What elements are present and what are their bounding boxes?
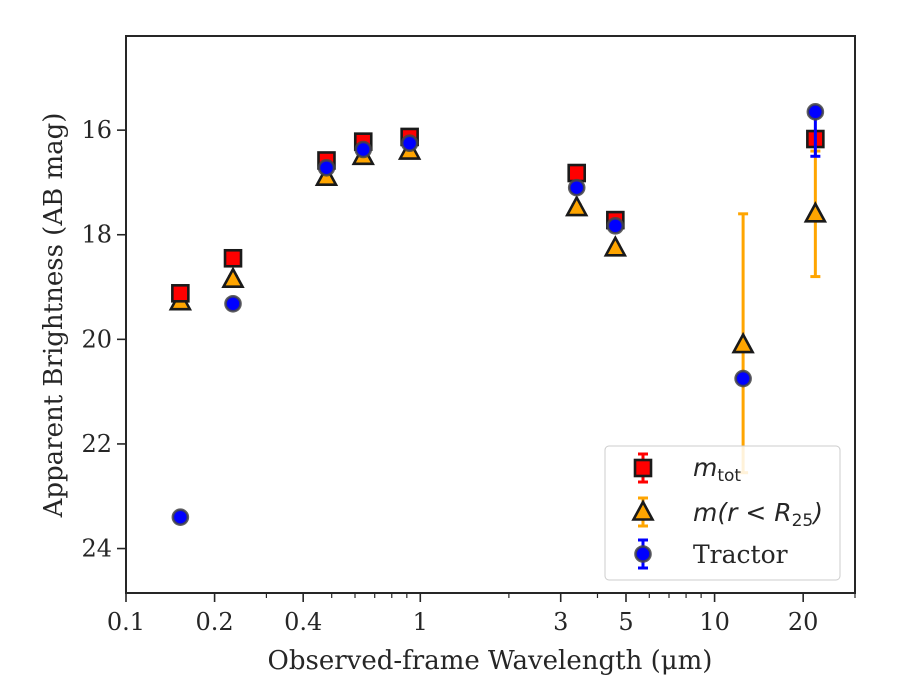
data-point-circle [567,178,586,197]
y-tick-label: 20 [81,325,112,353]
legend: mtot m(r < R25) Tractor [604,445,841,581]
y-tick-label: 22 [81,430,112,458]
y-tick-label: 18 [81,221,112,249]
y-axis-ticks: 16 18 20 22 24 [81,116,126,563]
data-point-square [223,248,243,268]
x-tick-label: 5 [618,608,633,636]
plot-marks [168,103,828,526]
x-tick-label: 10 [699,608,730,636]
x-tick-label: 1 [413,608,428,636]
data-point-triangle [731,331,755,354]
y-tick-label: 24 [81,535,112,563]
x-tick-label: 3 [553,608,568,636]
data-point-circle [317,158,336,177]
y-axis-label: Apparent Brightness (AB mag) [39,113,69,519]
legend-marker-square [633,458,653,478]
series-circle [171,103,825,526]
legend-symbols [631,452,655,570]
legend-marker-triangle [631,499,655,521]
data-point-square [567,163,587,183]
legend-box [604,445,841,581]
data-point-triangle [221,266,245,288]
x-axis-ticks: 0.1 0.2 0.4 1 3 5 10 20 [107,593,856,636]
legend-label-tractor: Tractor [693,540,788,569]
data-point-triangle [603,235,628,257]
plot-frame [125,35,856,594]
data-point-triangle [803,201,828,223]
series-square [171,127,825,303]
data-point-circle [806,103,825,121]
x-tick-label: 0.4 [284,608,322,636]
x-tick-label: 20 [788,608,819,636]
data-point-circle [171,508,190,526]
data-point-circle [734,369,752,388]
data-point-circle [606,217,625,235]
data-point-circle [400,134,419,153]
legend-marker-circle [634,545,652,563]
data-point-square [171,284,190,303]
x-axis-label: Observed-frame Wavelength (μm) [268,646,713,676]
data-point-circle [354,140,373,159]
data-point-triangle [565,194,589,217]
x-tick-label: 0.1 [107,608,145,636]
series-triangle [168,138,828,475]
legend-label-mtot: mtot [693,453,741,486]
data-point-circle [224,294,242,313]
y-tick-label: 16 [81,116,112,144]
x-tick-label: 0.2 [196,608,234,636]
